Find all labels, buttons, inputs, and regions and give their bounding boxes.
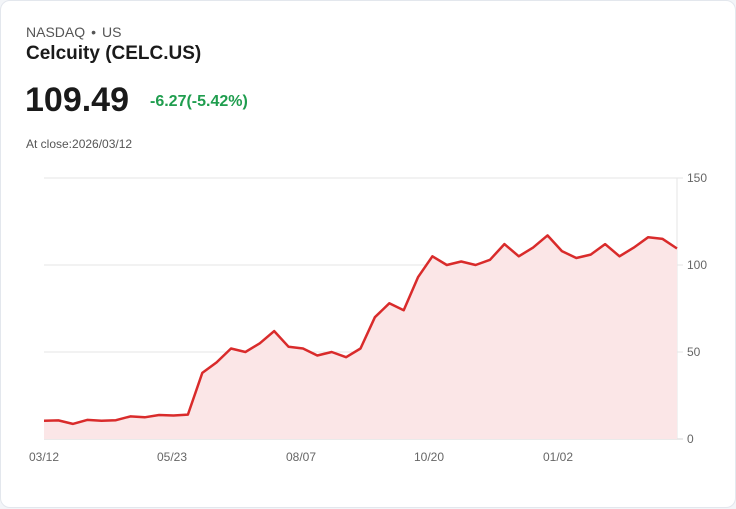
price-change: -6.27(-5.42%): [150, 93, 248, 110]
x-tick-label: 03/12: [29, 450, 59, 464]
area-fill: [44, 235, 677, 439]
separator-dot: •: [91, 24, 97, 40]
x-tick-label: 10/20: [414, 450, 444, 464]
at-close-timestamp: At close:2026/03/12: [26, 137, 132, 151]
y-tick-label: 50: [687, 345, 701, 359]
y-tick-label: 0: [687, 432, 694, 446]
x-tick-label: 05/23: [157, 450, 187, 464]
exchange-line: NASDAQ • US: [26, 24, 121, 40]
y-tick-label: 100: [687, 258, 707, 272]
exchange-label: NASDAQ: [26, 24, 86, 40]
current-price: 109.49: [25, 81, 129, 119]
stock-name: Celcuity (CELC.US): [26, 43, 202, 64]
at-close-date: 2026/03/12: [72, 137, 133, 151]
x-tick-label: 01/02: [543, 450, 573, 464]
y-tick-label: 150: [687, 171, 707, 185]
region-label: US: [102, 24, 122, 40]
x-tick-label: 08/07: [286, 450, 316, 464]
price-line: [43, 234, 678, 426]
at-close-label: At close:: [26, 137, 73, 151]
